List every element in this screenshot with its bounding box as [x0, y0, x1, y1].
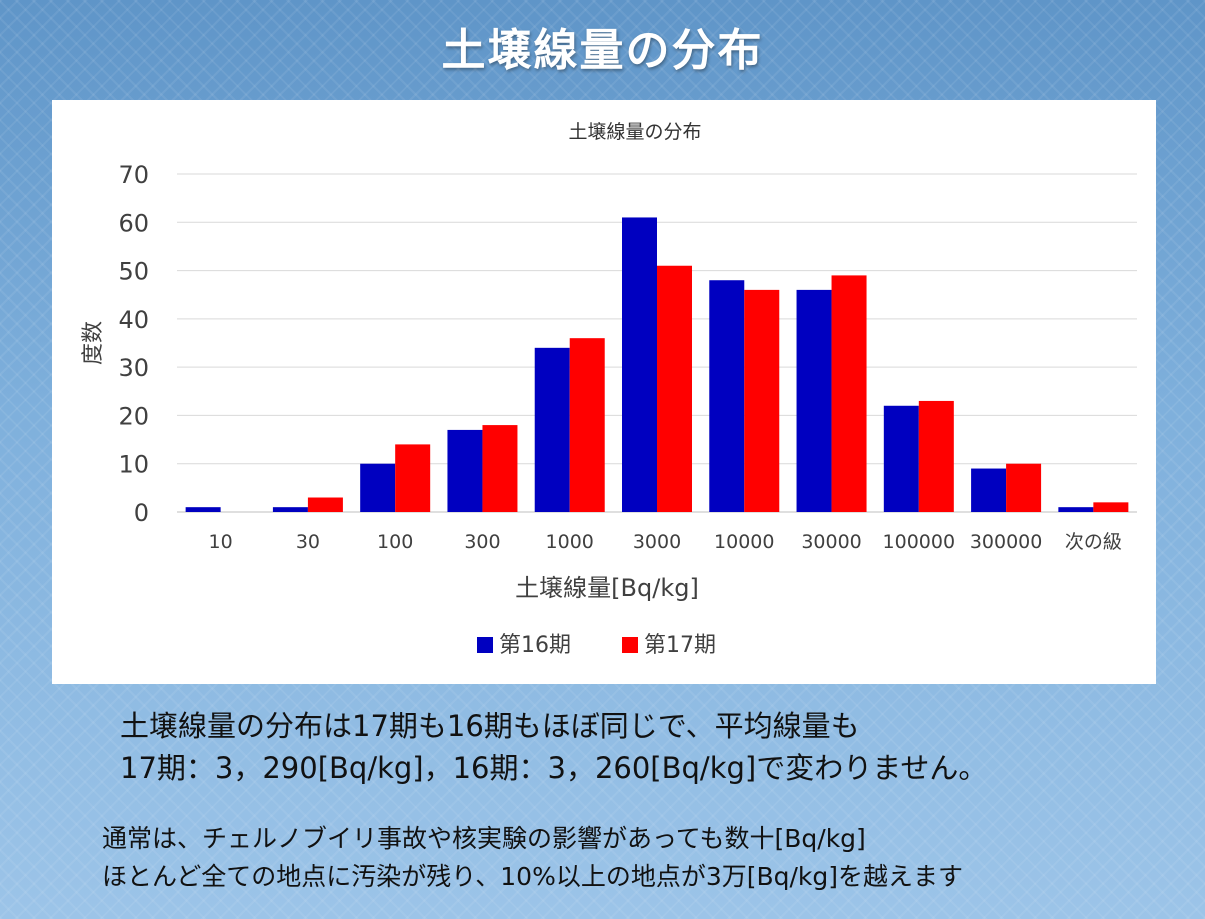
slide-title: 土壌線量の分布 [441, 25, 764, 76]
x-tick-label: 30 [296, 531, 320, 553]
legend-label: 第16期 [499, 633, 571, 658]
bar-series16 [185, 507, 221, 512]
bar-series17 [569, 338, 605, 512]
y-tick-label: 20 [118, 402, 149, 430]
y-tick-label: 70 [118, 161, 149, 189]
x-tick-label: 次の級 [1065, 531, 1122, 553]
x-tick-label: 1000 [546, 531, 594, 553]
bar-series17 [744, 289, 780, 512]
y-tick-label: 30 [118, 354, 149, 382]
note-line: ほとんど全ての地点に汚染が残り、10%以上の地点が3万[Bq/kg]を越えます [102, 862, 964, 891]
note-text: 通常は、チェルノブイリ事故や核実験の影響があっても数十[Bq/kg] ほとんど全… [102, 820, 1192, 896]
y-tick-label: 60 [118, 209, 149, 237]
y-tick-label: 0 [134, 499, 149, 527]
chart-panel: 土壌線量の分布 0 10 20 30 40 50 60 70 度数 10 30 100 300 1000 30… [52, 100, 1156, 684]
x-tick-label: 30000 [801, 531, 861, 553]
summary-text: 土壌線量の分布は17期も16期もほぼ同じで、平均線量も 17期：3，290[Bq… [120, 705, 1180, 789]
summary-line: 17期：3，290[Bq/kg]，16期：3，260[Bq/kg]で変わりません… [120, 751, 988, 785]
bar-series16 [360, 463, 396, 512]
bar-series17 [1006, 463, 1042, 512]
bar-series16 [796, 289, 832, 512]
bar-series17 [657, 265, 692, 512]
x-tick-label: 10000 [714, 531, 774, 553]
bar-chart: 土壌線量の分布 0 10 20 30 40 50 60 70 度数 10 30 100 300 1000 30… [81, 121, 1137, 658]
legend-label: 第17期 [644, 633, 716, 658]
x-tick-label: 300 [464, 531, 500, 553]
bar-series16 [709, 280, 745, 512]
bar-series16 [534, 347, 570, 512]
bar-series16 [883, 405, 919, 512]
y-axis-label: 度数 [81, 321, 106, 365]
y-tick-label: 10 [118, 451, 149, 479]
bar-series16 [622, 217, 657, 512]
legend-swatch [622, 637, 638, 653]
bar-series17 [831, 275, 867, 512]
summary-line: 土壌線量の分布は17期も16期もほぼ同じで、平均線量も [120, 709, 860, 743]
x-tick-label: 3000 [633, 531, 681, 553]
bar-series17 [307, 497, 343, 512]
bar-series17 [1093, 502, 1129, 512]
bar-series16 [272, 507, 308, 512]
bar-series17 [482, 425, 518, 512]
x-tick-label: 100000 [883, 531, 956, 553]
bar-series17 [918, 400, 954, 512]
bar-series16 [971, 468, 1007, 512]
bar-series16 [447, 429, 483, 512]
x-tick-label: 100 [377, 531, 413, 553]
x-tick-label: 300000 [970, 531, 1043, 553]
bar-series17 [395, 444, 431, 512]
chart-title: 土壌線量の分布 [568, 121, 701, 143]
x-tick-label: 10 [209, 531, 233, 553]
legend-swatch [477, 637, 493, 653]
bar-series16 [1058, 507, 1094, 512]
x-axis-label: 土壌線量[Bq/kg] [515, 574, 699, 602]
note-line: 通常は、チェルノブイリ事故や核実験の影響があっても数十[Bq/kg] [102, 824, 866, 853]
y-tick-label: 50 [118, 258, 149, 286]
y-tick-label: 40 [118, 306, 149, 334]
